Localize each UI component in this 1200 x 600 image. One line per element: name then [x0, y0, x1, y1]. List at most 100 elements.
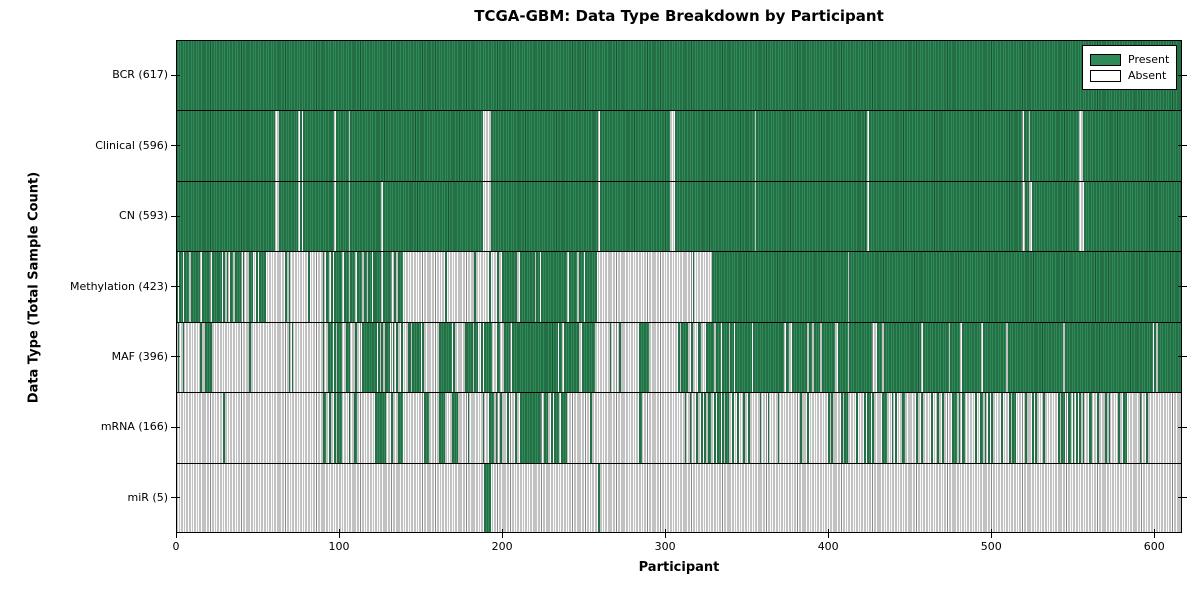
row-separator [176, 110, 1182, 112]
present-run [1082, 392, 1085, 463]
present-run [707, 392, 711, 463]
present-run [979, 392, 984, 463]
present-run [453, 321, 455, 393]
xtick-mark [501, 529, 503, 538]
ytick-mark-left [171, 74, 180, 76]
present-run [1123, 392, 1127, 463]
present-run [756, 110, 868, 181]
present-run [841, 392, 843, 463]
present-run [299, 180, 302, 252]
present-run [1025, 180, 1029, 252]
present-run [1067, 392, 1072, 463]
present-run [950, 321, 961, 393]
present-run [495, 392, 498, 463]
present-run [497, 321, 501, 393]
present-run [806, 392, 809, 463]
present-run [242, 251, 245, 322]
xtick-mark [664, 529, 666, 538]
present-run [1007, 321, 1063, 393]
present-run [179, 251, 183, 322]
present-run [855, 392, 858, 463]
ytick-mark-left [171, 497, 180, 499]
present-run [1025, 392, 1028, 463]
present-run [753, 321, 785, 393]
present-run [396, 321, 398, 393]
present-run [278, 180, 299, 252]
present-run [190, 251, 201, 322]
present-run [1009, 392, 1011, 463]
xtick-mark [1153, 529, 1155, 538]
present-run [378, 321, 380, 393]
present-run [1035, 392, 1037, 463]
present-run [895, 392, 897, 463]
present-run [735, 321, 752, 393]
present-run [619, 321, 622, 393]
ytick-mark-left [171, 215, 180, 217]
row-separator [176, 251, 1182, 253]
present-run [849, 321, 873, 393]
present-run [1154, 321, 1156, 393]
present-run [466, 321, 473, 393]
present-run [422, 321, 424, 393]
present-run [692, 251, 695, 322]
present-run [987, 392, 990, 463]
present-run [922, 321, 949, 393]
ytick-label-bcr: BCR (617) [112, 68, 168, 82]
ytick-mark-right [1178, 356, 1187, 358]
present-run [218, 251, 222, 322]
present-run [350, 180, 382, 252]
present-run [559, 321, 563, 393]
present-run [916, 392, 918, 463]
present-run [868, 180, 1023, 252]
present-run [503, 321, 511, 393]
present-run [438, 392, 446, 463]
present-run [1012, 392, 1016, 463]
present-run [182, 321, 185, 393]
present-run [792, 321, 807, 393]
present-run [696, 392, 698, 463]
present-run [259, 251, 266, 322]
present-run [991, 392, 993, 463]
present-run [731, 392, 734, 463]
present-run [681, 321, 688, 393]
present-run [176, 180, 276, 252]
present-run [489, 251, 491, 322]
present-run [1076, 392, 1078, 463]
ytick-mark-left [171, 286, 180, 287]
present-run [958, 392, 961, 463]
present-run [984, 392, 987, 463]
present-run [1157, 321, 1182, 393]
present-run [872, 392, 874, 463]
present-run [639, 321, 649, 393]
present-run [350, 251, 356, 322]
present-run [381, 321, 384, 393]
present-run [226, 251, 229, 322]
row-mir [176, 462, 1182, 533]
present-run [489, 392, 494, 463]
ytick-label-mir: miR (5) [127, 490, 169, 504]
present-run [568, 251, 578, 322]
present-run [598, 462, 600, 533]
present-run [868, 110, 1023, 181]
present-run [249, 251, 253, 322]
present-run [438, 321, 452, 393]
present-run [407, 321, 410, 393]
present-run [299, 110, 302, 181]
present-run [581, 321, 596, 393]
present-run [722, 392, 724, 463]
present-run [327, 321, 333, 393]
present-run [353, 392, 357, 463]
absent-swatch-icon [1090, 70, 1121, 82]
present-run [942, 392, 944, 463]
present-run [1118, 392, 1121, 463]
xtick-mark [827, 529, 829, 538]
present-run [828, 392, 830, 463]
present-run [303, 180, 335, 252]
row-separator [176, 321, 1182, 323]
present-run [1064, 321, 1153, 393]
present-run [808, 321, 812, 393]
legend-label-present: Present [1128, 53, 1170, 66]
present-run [330, 251, 333, 322]
present-run [759, 392, 762, 463]
